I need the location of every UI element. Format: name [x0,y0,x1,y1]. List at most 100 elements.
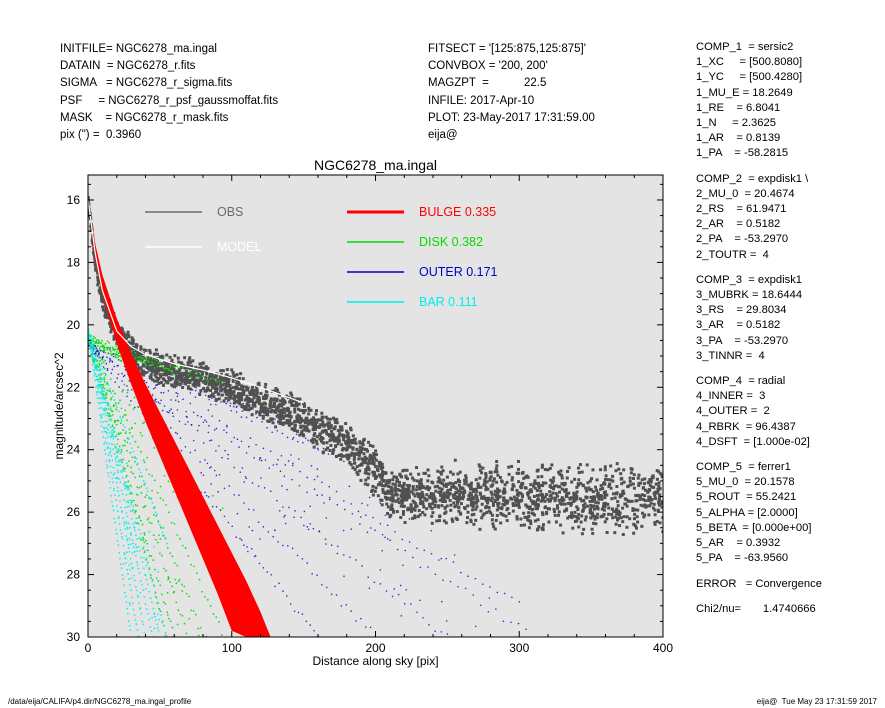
data-point [374,453,378,457]
data-point [134,521,137,524]
data-point [150,364,153,366]
data-point [234,399,238,403]
data-point [177,609,180,612]
data-point [594,522,598,526]
data-point [559,523,563,527]
data-point [93,262,97,266]
data-point [577,512,581,516]
data-point [610,507,614,511]
data-point [140,371,144,375]
data-point [109,465,112,468]
data-point [129,452,132,454]
data-point [537,485,541,489]
data-point [520,481,524,485]
data-point [161,368,165,372]
data-point [454,481,458,485]
data-point [442,491,446,495]
data-point [107,472,109,474]
data-point [299,432,303,436]
data-point [633,508,637,512]
data-point [309,408,313,412]
data-point [566,516,570,520]
data-point [156,541,159,544]
data-point [353,441,357,445]
data-point [212,613,215,615]
data-point [331,432,335,436]
data-point [307,429,311,433]
data-point [400,490,404,494]
data-point [123,483,125,486]
data-point [117,469,119,472]
data-point [259,391,263,395]
data-point [95,339,98,341]
data-point [161,409,164,412]
data-point [184,446,187,448]
data-point [93,375,96,377]
data-point [108,423,110,426]
data-point [185,410,187,413]
data-point [591,468,595,472]
data-point [640,524,644,528]
data-point [565,492,569,496]
data-point [230,393,234,397]
data-point [582,527,586,531]
data-point [124,444,126,447]
data-point [210,385,214,389]
data-point [309,439,313,443]
data-point [489,490,493,494]
data-point [435,519,439,523]
data-point [263,410,267,414]
data-point [126,436,129,439]
data-point [361,565,363,567]
legend-label: DISK 0.382 [419,235,483,249]
data-point [367,468,371,472]
data-point [326,417,330,421]
data-point [515,497,519,501]
data-point [188,356,192,360]
data-point [430,552,433,555]
data-point [251,482,254,484]
data-point [419,493,423,497]
data-point [109,406,112,408]
data-point [387,485,391,489]
data-point [289,391,293,395]
data-point [444,485,448,489]
data-point [474,577,477,580]
data-point [366,504,369,506]
data-point [114,348,117,351]
data-point [141,547,144,550]
data-point [606,478,610,482]
data-point [294,403,298,407]
data-point [227,457,229,460]
data-point [630,467,634,471]
data-point [111,360,114,363]
data-point [126,515,129,518]
data-point [314,409,318,413]
data-point [116,539,119,542]
data-point [248,407,252,411]
data-point [363,460,367,464]
data-point [384,536,386,539]
data-point [140,450,142,453]
data-point [298,484,301,487]
data-point [516,492,520,496]
data-point [106,315,110,319]
data-point [621,506,625,510]
header-fit-info: FITSECT = '[125:875,125:875]' CONVBOX = '… [428,41,595,144]
data-point [469,520,473,524]
data-point [521,470,525,474]
data-point [218,419,221,422]
data-point [355,620,357,622]
data-point [333,425,337,429]
data-point [301,409,305,413]
data-point [449,508,453,512]
data-point [115,532,118,535]
data-point [132,545,135,548]
data-point [220,378,224,382]
data-point [159,402,161,405]
data-point [488,478,492,482]
data-point [411,486,415,490]
parameter-group: COMP_1 = sersic2 1_XC = [500.8080] 1_YC = … [696,40,822,162]
data-point [656,489,660,493]
data-point [579,520,583,524]
